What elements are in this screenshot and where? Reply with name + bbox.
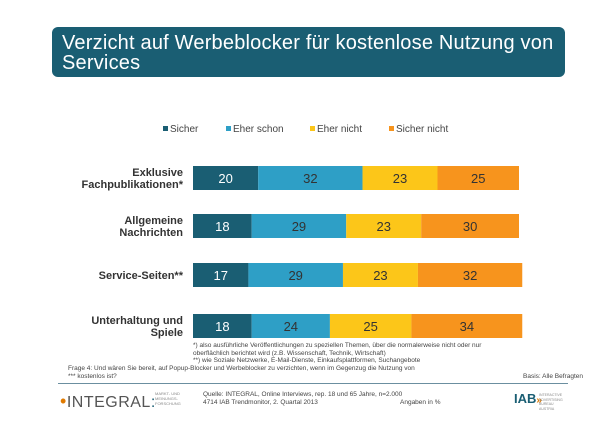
question-text: Frage 4: Und wären Sie bereit, auf Popup… <box>68 365 428 380</box>
bar-allgemeine-nachrichten-sicher <box>193 214 252 238</box>
value-label-service-seiten-eher-nicht: 23 <box>373 268 387 283</box>
footnote-2: **) wie Soziale Netzwerke, E-Mail-Dienst… <box>193 357 421 364</box>
integral-logo: •INTEGRAL: <box>60 391 156 411</box>
value-label-allgemeine-nachrichten-sicher-nicht: 30 <box>463 219 477 234</box>
bar-exklusive-fachpublikationen-sicher <box>193 166 259 190</box>
iab-logo-tagline: INTERACTIVE ADVERTISING BUREAU AUSTRIA <box>539 393 563 411</box>
footnotes: *) also ausführliche Veröffentlichungen … <box>193 342 573 365</box>
footer-divider <box>58 383 568 384</box>
iab-logo: IAB» <box>514 391 542 406</box>
chart-title: Verzicht auf Werbeblocker für kostenlose… <box>62 32 554 74</box>
footnote-1a: *) also ausführliche Veröffentlichungen … <box>193 342 482 349</box>
bar-allgemeine-nachrichten-sicher-nicht <box>421 214 519 238</box>
integral-logo-tagline: MARKT- UND MEINUNGS- FORSCHUNG <box>155 391 181 406</box>
source-line-2: 4714 IAB Trendmonitor, 2. Quartal 2013 <box>203 399 318 406</box>
category-label-unterhaltung-und-spiele: Unterhaltung und Spiele <box>91 315 183 339</box>
legend-label-eher-nicht: Eher nicht <box>317 124 363 135</box>
bar-unterhaltung-und-spiele-eher-schon <box>251 314 330 338</box>
value-label-unterhaltung-und-spiele-eher-nicht: 25 <box>363 319 377 334</box>
legend-label-sicher: Sicher <box>170 124 199 135</box>
value-label-unterhaltung-und-spiele-sicher: 18 <box>215 319 229 334</box>
value-label-allgemeine-nachrichten-sicher: 18 <box>215 219 229 234</box>
bar-unterhaltung-und-spiele-sicher-nicht <box>411 314 523 338</box>
value-label-exklusive-fachpublikationen-eher-schon: 32 <box>303 171 317 186</box>
bar-service-seiten-sicher-nicht <box>417 263 523 287</box>
legend-swatch-eher-schon <box>226 125 231 131</box>
bar-exklusive-fachpublikationen-eher-nicht <box>362 166 438 190</box>
value-label-exklusive-fachpublikationen-sicher-nicht: 25 <box>471 171 485 186</box>
value-label-service-seiten-sicher-nicht: 32 <box>463 268 477 283</box>
legend: Sicher Eher schon Eher nicht Sicher nich… <box>0 124 616 138</box>
bar-unterhaltung-und-spiele-eher-nicht <box>329 314 412 338</box>
legend-swatch-eher-nicht <box>310 125 315 131</box>
category-label-exklusive-fachpublikationen: Exklusive Fachpublikationen* <box>82 167 184 191</box>
value-label-allgemeine-nachrichten-eher-nicht: 23 <box>376 219 390 234</box>
value-label-unterhaltung-und-spiele-eher-schon: 24 <box>284 319 298 334</box>
bar-unterhaltung-und-spiele-sicher <box>193 314 252 338</box>
source-text: Quelle: INTEGRAL, Online Interviews, rep… <box>203 391 403 407</box>
value-label-service-seiten-eher-schon: 29 <box>288 268 302 283</box>
bar-exklusive-fachpublikationen-eher-schon <box>258 166 363 190</box>
legend-item-eher-schon: Eher schon <box>226 124 284 135</box>
bar-service-seiten-eher-schon <box>248 263 343 287</box>
bar-allgemeine-nachrichten-eher-schon <box>251 214 347 238</box>
legend-swatch-sicher-nicht <box>389 125 394 131</box>
value-label-service-seiten-sicher: 17 <box>213 268 227 283</box>
bar-allgemeine-nachrichten-eher-nicht <box>346 214 422 238</box>
legend-item-eher-nicht: Eher nicht <box>310 124 362 135</box>
bar-exklusive-fachpublikationen-sicher-nicht <box>437 166 519 190</box>
integral-logo-name: INTEGRAL <box>66 394 151 411</box>
legend-label-eher-schon: Eher schon <box>233 124 284 135</box>
footnote-1b: oberflächlich berichtet wird (z.B. Wisse… <box>193 349 386 357</box>
stacked-bar-chart: Exklusive Fachpublikationen* 20 32 23 25 Allge… <box>82 166 523 339</box>
legend-swatch-sicher <box>163 125 168 131</box>
value-label-allgemeine-nachrichten-eher-schon: 29 <box>292 219 306 234</box>
chart-title-banner: Verzicht auf Werbeblocker für kostenlose… <box>52 27 565 77</box>
category-label-allgemeine-nachrichten: Allgemeine Nachrichten <box>119 215 183 239</box>
bar-service-seiten-sicher <box>193 263 249 287</box>
units-note: Angaben in % <box>400 399 441 406</box>
basis-text: Basis: Alle Befragten <box>523 373 583 380</box>
legend-item-sicher: Sicher <box>163 124 198 135</box>
question-line-2: *** kostenlos ist? <box>68 372 117 380</box>
legend-label-sicher-nicht: Sicher nicht <box>396 124 449 135</box>
legend-item-sicher-nicht: Sicher nicht <box>389 124 448 135</box>
bar-service-seiten-eher-nicht <box>342 263 418 287</box>
value-label-exklusive-fachpublikationen-eher-nicht: 23 <box>393 171 407 186</box>
iab-logo-name: IAB <box>514 391 537 406</box>
value-label-unterhaltung-und-spiele-sicher-nicht: 34 <box>460 319 474 334</box>
value-label-exklusive-fachpublikationen-sicher: 20 <box>218 171 232 186</box>
category-label-service-seiten: Service-Seiten** <box>99 270 184 282</box>
question-line-1: Frage 4: Und wären Sie bereit, auf Popup… <box>68 365 415 372</box>
source-line-1: Quelle: INTEGRAL, Online Interviews, rep… <box>203 391 403 398</box>
